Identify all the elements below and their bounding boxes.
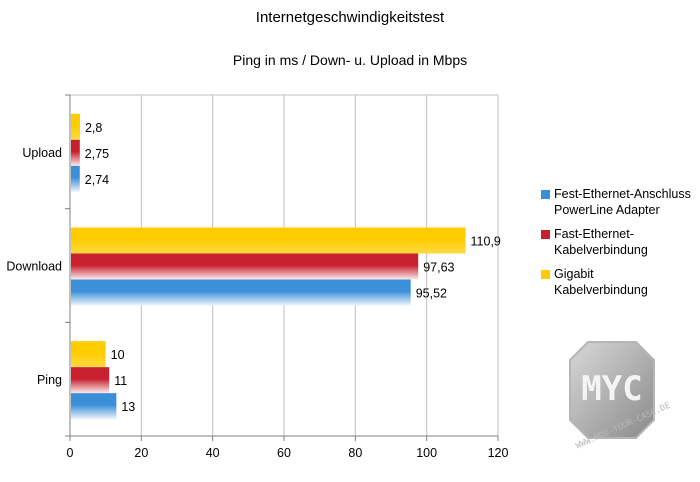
logo-text: MYC — [581, 369, 642, 409]
bar — [71, 165, 80, 192]
legend: Fest-Ethernet-Anschluss PowerLine Adapte… — [540, 186, 700, 306]
legend-swatch-fast-ethernet — [541, 230, 550, 239]
legend-label-line2: PowerLine Adapter — [554, 203, 660, 217]
bar — [71, 227, 466, 254]
chart-subtitle: Ping in ms / Down- u. Upload in Mbps — [232, 52, 468, 68]
legend-label-line1: Gigabit — [554, 267, 594, 281]
bar — [71, 113, 80, 140]
y-category-label: Upload — [22, 146, 62, 160]
data-label: 97,63 — [423, 261, 454, 275]
x-tick-label: 20 — [134, 446, 148, 460]
bar — [71, 393, 117, 420]
legend-item-fast-ethernet: Fast-Ethernet- Kabelverbindung — [540, 226, 700, 258]
y-category-label: Ping — [37, 373, 62, 387]
legend-swatch-gigabit — [541, 270, 550, 279]
legend-label-line1: Fast-Ethernet- — [554, 227, 634, 241]
bar — [71, 341, 106, 368]
bar — [71, 279, 411, 306]
data-label: 2,74 — [85, 173, 109, 187]
legend-item-powerline: Fest-Ethernet-Anschluss PowerLine Adapte… — [540, 186, 700, 218]
data-label: 110,9 — [471, 235, 501, 249]
data-label: 11 — [114, 374, 127, 388]
x-tick-label: 0 — [67, 446, 74, 460]
x-tick-label: 60 — [277, 446, 291, 460]
data-label: 2,8 — [85, 121, 102, 135]
data-label: 10 — [111, 348, 125, 362]
legend-swatch-powerline — [541, 190, 550, 199]
chart-title: Internetgeschwindigkeitstest — [255, 9, 445, 26]
x-tick-label: 80 — [348, 446, 362, 460]
x-tick-label: 120 — [488, 446, 509, 460]
data-label: 13 — [121, 400, 135, 414]
legend-item-gigabit: Gigabit Kabelverbindung — [540, 266, 700, 298]
legend-label-line2: Kabelverbindung — [554, 243, 648, 257]
legend-label-line2: Kabelverbindung — [554, 283, 648, 297]
bar — [71, 367, 110, 394]
data-label: 95,52 — [416, 287, 447, 301]
legend-label-line1: Fest-Ethernet-Anschluss — [554, 187, 691, 201]
y-category-label: Download — [6, 260, 62, 274]
logo-shield — [569, 341, 655, 439]
labels: 0 20 40 60 80 100 120 Upload 2,8 2,75 2,74 Download… — [6, 121, 508, 460]
bar-group — [71, 113, 466, 420]
data-label: 2,75 — [85, 147, 109, 161]
x-tick-label: 40 — [206, 446, 220, 460]
x-tick-label: 100 — [416, 446, 437, 460]
watermark-logo: MYC WWW.MOD-YOUR-CASE.DE — [569, 341, 672, 452]
bar — [71, 139, 80, 166]
bar — [71, 253, 419, 280]
axes — [65, 94, 499, 441]
